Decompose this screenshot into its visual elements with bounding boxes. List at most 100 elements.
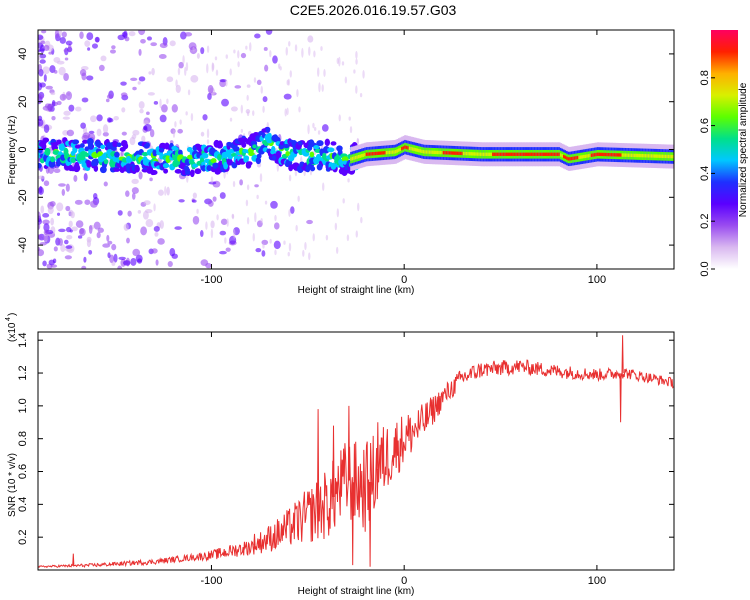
noise-blob: [106, 94, 114, 99]
band-core: [350, 157, 353, 161]
noise-blob: [322, 182, 325, 192]
noise-blob: [43, 180, 50, 187]
noise-blob: [338, 56, 341, 67]
noise-blob: [304, 241, 307, 251]
noise-blob: [274, 249, 277, 256]
band-core: [592, 153, 595, 157]
noise-blob: [74, 199, 83, 205]
band-core: [361, 154, 364, 158]
ridge-blob: [56, 139, 62, 145]
noise-blob: [210, 220, 215, 229]
noise-blob: [338, 114, 341, 122]
ridge-blob: [309, 151, 315, 158]
noise-blob: [288, 41, 291, 47]
ridge-blob: [134, 165, 140, 173]
noise-blob: [212, 196, 217, 202]
noise-blob: [211, 63, 215, 71]
noise-blob: [93, 221, 101, 230]
noise-blob: [226, 218, 229, 227]
band-core: [447, 151, 450, 155]
noise-blob: [276, 162, 280, 172]
band-core: [476, 152, 479, 156]
band-core: [499, 152, 502, 156]
noise-blob: [38, 55, 41, 60]
band-core: [441, 150, 444, 155]
band-core: [368, 152, 371, 156]
band-core: [498, 152, 501, 156]
ridge-blob: [92, 158, 100, 164]
band-core: [667, 154, 671, 159]
noise-blob: [184, 66, 187, 76]
noise-blob: [270, 200, 278, 209]
noise-blob: [334, 147, 337, 152]
noise-blob: [90, 115, 97, 123]
noise-blob: [232, 180, 236, 188]
band-core: [505, 152, 509, 156]
noise-blob: [269, 50, 272, 58]
noise-blob: [246, 111, 250, 117]
band-core: [583, 154, 586, 159]
noise-blob: [347, 178, 350, 183]
noise-blob: [53, 246, 58, 252]
noise-blob: [107, 252, 111, 259]
ridge-blob: [125, 155, 132, 164]
noise-blob: [279, 66, 282, 71]
noise-blob: [63, 110, 71, 116]
noise-blob: [175, 79, 178, 88]
noise-blob: [53, 168, 61, 174]
noise-blob: [120, 151, 124, 157]
band-core: [643, 154, 646, 158]
noise-blob: [169, 247, 176, 257]
noise-blob: [38, 222, 41, 231]
noise-blob: [113, 116, 119, 121]
snr-multiplier-exp: 4: [5, 317, 12, 321]
band-core: [376, 151, 379, 156]
noise-blob: [254, 33, 261, 39]
noise-blob: [260, 218, 263, 224]
band-core: [544, 152, 547, 156]
noise-blob: [51, 116, 56, 121]
noise-blob: [58, 228, 66, 233]
noise-blob: [288, 242, 292, 252]
ridge-blob: [245, 138, 253, 145]
ridge-blob: [316, 140, 324, 147]
band-core: [623, 153, 626, 157]
noise-blob: [224, 237, 227, 244]
ridge-blob: [341, 156, 349, 162]
ridge-blob: [266, 136, 273, 144]
noise-blob: [283, 240, 286, 245]
noise-blob: [141, 135, 146, 143]
spectrogram-axes: -100 0 100 -40 -20 0 20 40: [17, 30, 674, 286]
noise-blob: [132, 129, 140, 136]
noise-blob: [56, 60, 65, 65]
noise-blob: [61, 188, 66, 196]
ridge-blob: [270, 149, 275, 155]
band-core: [504, 152, 507, 156]
band-core: [562, 154, 566, 159]
band-core: [558, 152, 561, 156]
noise-blob: [283, 93, 292, 100]
noise-blob: [159, 98, 162, 109]
noise-blob: [342, 198, 345, 204]
band-core: [564, 155, 567, 160]
band-core: [529, 152, 532, 156]
noise-blob: [192, 215, 200, 225]
noise-blob: [88, 224, 93, 234]
band-core: [581, 155, 584, 159]
noise-blob: [63, 72, 69, 82]
noise-blob: [38, 234, 43, 240]
band-core: [374, 151, 378, 156]
figure-title: C2E5.2026.016.19.57.G03: [290, 2, 457, 18]
band-core: [382, 151, 385, 155]
band-core: [472, 152, 475, 156]
band-core: [552, 152, 555, 156]
ridge-blob: [282, 144, 290, 149]
band-core: [451, 151, 455, 155]
noise-blob: [286, 107, 289, 116]
noise-blob: [58, 183, 66, 187]
band-core: [549, 152, 552, 156]
noise-blob: [38, 249, 45, 257]
band-core: [501, 152, 504, 156]
noise-blob: [132, 86, 137, 91]
noise-blob: [43, 223, 50, 232]
